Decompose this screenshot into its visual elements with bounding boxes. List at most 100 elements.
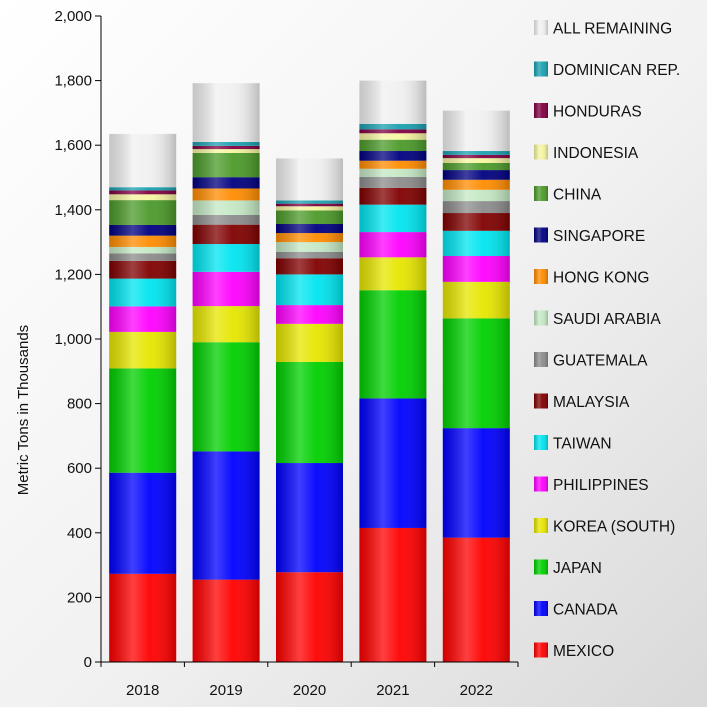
legend-swatch-shading [534,476,548,492]
legend-label: TAIWAN [553,436,612,453]
y-tick-label: 400 [67,525,92,542]
x-tick-label: 2019 [209,682,242,699]
bar-segment-shading [109,368,177,473]
bar-segment-shading [276,305,343,324]
legend-swatch-shading [534,601,548,616]
x-tick-label: 2021 [376,682,409,699]
bar-segment-shading [359,527,427,662]
bar-segment-shading [442,281,510,319]
bar-segment-shading [192,145,260,150]
bar-segment-shading [109,224,177,236]
bar-segment-shading [109,253,177,261]
bar-segment-shading [359,168,427,177]
bar-segment-shading [109,194,177,201]
bar-segment-shading [192,579,260,662]
legend-swatch-shading [534,20,548,35]
y-tick-label: 0 [84,654,92,671]
bars-group [109,80,510,662]
y-tick-label: 1,000 [54,331,92,348]
bar-segment-shading [359,290,427,399]
bar-segment-shading [192,152,260,178]
legend-label: CHINA [553,187,602,204]
bar-segment-shading [109,573,177,662]
bar-segment-shading [442,158,510,163]
legend-label: GUATEMALA [553,353,648,370]
bar-segment-shading [276,361,343,464]
bar-segment-shading [359,129,427,134]
legend-swatch-shading [534,144,548,160]
legend-label: ALL REMAINING [553,21,672,38]
y-tick-label: 1,400 [54,202,92,219]
bar-segment-shading [359,151,427,161]
bar-segment-shading [109,278,177,307]
legend-swatch-shading [534,227,548,243]
bar-stack-2018 [109,133,177,662]
legend-label: INDONESIA [553,145,639,162]
legend-swatch-shading [534,103,548,118]
legend-label: DOMINICAN REP. [553,62,680,79]
bar-stack-2021 [359,80,427,662]
legend-label: MEXICO [553,643,614,660]
bar-segment-shading [359,80,427,124]
legend-swatch-shading [534,310,548,326]
legend-label: JAPAN [553,560,602,577]
legend-swatch-shading [534,518,548,533]
y-tick-label: 1,800 [54,73,92,90]
legend-label: SINGAPORE [553,228,645,245]
bar-segment-shading [359,176,427,188]
y-axis-title: Metric Tons in Thousands [15,325,32,495]
bar-segment-shading [109,133,177,188]
legend-swatch-shading [534,435,548,450]
y-tick-label: 600 [67,460,92,477]
bar-stack-2019 [192,83,260,662]
bar-segment-shading [192,149,260,153]
y-tick-label: 2,000 [54,8,92,25]
bar-segment-shading [192,451,260,580]
bar-segment-shading [109,200,177,225]
bar-segment-shading [276,274,343,306]
legend-swatch-shading [534,352,548,367]
bar-segment-shading [192,214,260,225]
legend-label: HONDURAS [553,104,642,121]
bar-segment-shading [359,398,427,528]
y-tick-label: 1,200 [54,266,92,283]
x-tick-label: 2020 [293,682,326,699]
bar-segment-shading [109,260,177,279]
bar-segment-shading [442,154,510,159]
bar-segment-shading [109,306,177,332]
legend-label: MALAYSIA [553,394,630,411]
bar-segment-shading [442,151,510,155]
bar-segment-shading [109,331,177,369]
legend-swatch-shading [534,269,548,284]
bar-segment-shading [359,187,427,205]
bar-segment-shading [276,242,343,252]
bar-segment-shading [276,572,343,662]
bar-segment-shading [359,160,427,169]
legend: ALL REMAINING DOMINICAN REP. HONDURAS INDON… [534,20,680,660]
bar-segment-shading [192,141,260,146]
bar-segment-shading [276,158,343,201]
bar-segment-shading [359,204,427,233]
bar-segment-shading [359,257,427,291]
bar-segment-shading [109,235,177,247]
bar-segment-shading [109,187,177,191]
bar-segment-shading [442,162,510,171]
legend-swatch-shading [534,61,548,77]
y-tick-label: 1,600 [54,137,92,154]
bar-segment-shading [276,323,343,362]
bar-segment-shading [276,206,343,211]
bar-segment-shading [192,271,260,307]
bar-segment-shading [442,428,510,538]
bar-segment-shading [276,224,343,234]
legend-swatch-shading [534,393,548,409]
bar-segment-shading [442,179,510,190]
legend-label: KOREA (SOUTH) [553,519,675,536]
bar-segment-shading [442,110,510,152]
x-axis: 2018 2019 2020 2021 2022 [100,661,519,699]
bar-stack-2020 [276,158,343,662]
bar-segment-shading [192,177,260,189]
bar-segment-shading [442,170,510,180]
bar-segment-shading [276,463,343,573]
